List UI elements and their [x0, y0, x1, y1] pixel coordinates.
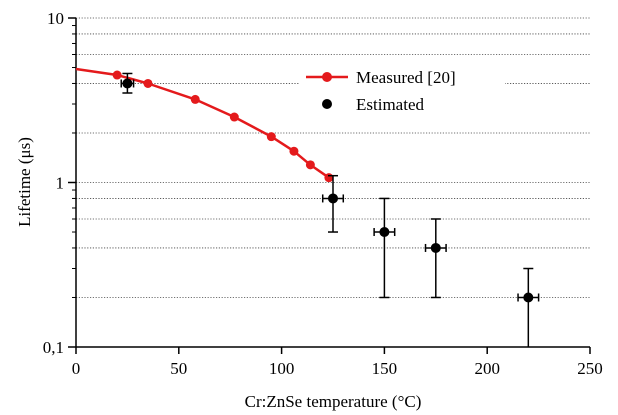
measured-point [324, 173, 334, 183]
measured-point [266, 132, 276, 142]
y-tick-label: 0,1 [43, 338, 64, 357]
series-estimated [120, 72, 540, 347]
measured-line [75, 67, 330, 179]
measured-point [190, 94, 200, 104]
legend: Measured [20] Estimated [300, 62, 505, 118]
x-tick-label: 0 [72, 359, 81, 378]
estimated-point [379, 227, 390, 238]
estimated-point [430, 242, 441, 253]
gridlines [76, 17, 590, 298]
legend-measured-marker [322, 72, 332, 82]
measured-point [143, 78, 153, 88]
measured-point [305, 160, 315, 170]
x-tick-label: 100 [269, 359, 295, 378]
x-tick-label: 200 [474, 359, 500, 378]
tick-marks [68, 17, 591, 354]
y-tick-label: 10 [47, 9, 64, 28]
tick-labels: 0 50 100 150 200 250 10 1 0,1 [43, 9, 603, 378]
estimated-point [523, 292, 534, 303]
measured-point [229, 112, 239, 122]
estimated-point [122, 78, 133, 89]
legend-measured-label: Measured [20] [356, 68, 456, 87]
estimated-point [328, 193, 338, 204]
x-tick-label: 150 [372, 359, 398, 378]
measured-point [289, 146, 299, 156]
legend-estimated-label: Estimated [356, 95, 424, 114]
x-axis-title: Cr:ZnSe temperature (°C) [245, 392, 422, 411]
y-tick-label: 1 [56, 174, 65, 193]
x-tick-label: 250 [577, 359, 603, 378]
y-axis-title: Lifetime (μs) [15, 137, 34, 227]
legend-estimated-marker [322, 99, 332, 109]
series-measured [75, 67, 334, 183]
x-tick-label: 50 [170, 359, 187, 378]
legend-background [300, 62, 505, 118]
measured-point [112, 70, 122, 80]
